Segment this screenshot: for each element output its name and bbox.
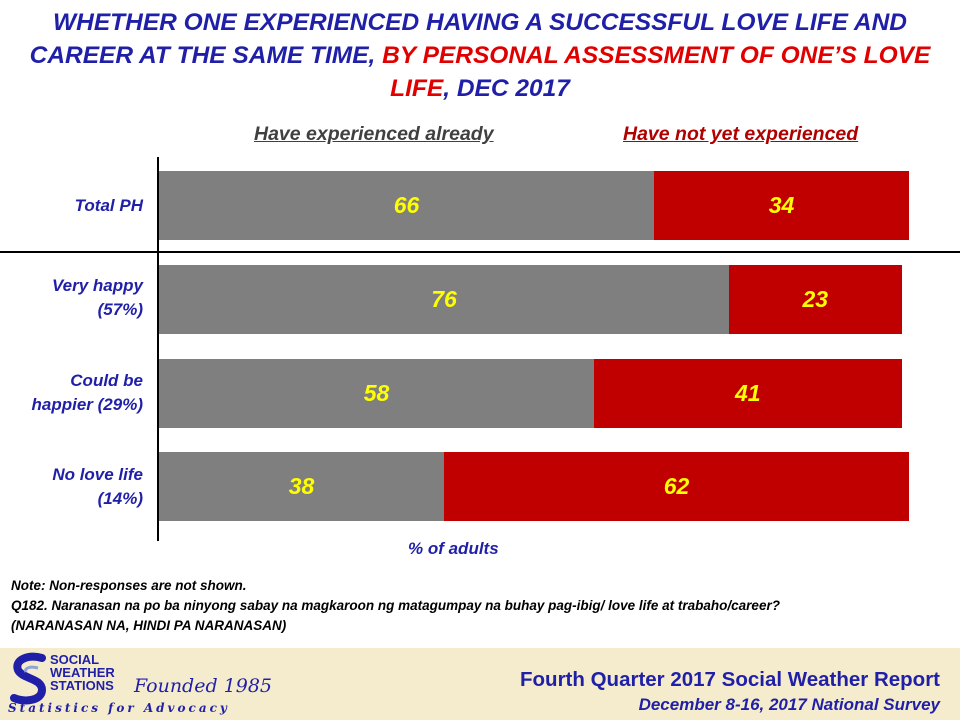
survey-date: December 8-16, 2017 National Survey <box>638 695 940 714</box>
data-label: 41 <box>734 380 761 406</box>
data-label: 23 <box>802 286 829 312</box>
bar-could-be-happier-not-experienced: 41 <box>594 359 902 428</box>
bar-very-happy-experienced: 76 <box>159 265 729 334</box>
tagline-text: Statistics for Advocacy <box>8 701 230 715</box>
bar-no-love-life-experienced: 38 <box>159 452 444 521</box>
x-axis-label: % of adults <box>408 539 499 558</box>
data-label: 62 <box>663 473 690 499</box>
legend-not-experienced: Have not yet experienced <box>623 123 859 145</box>
legend-experienced: Have experienced already <box>254 123 494 145</box>
bar-total-experienced: 66 <box>159 171 654 240</box>
chart-title: WHETHER ONE EXPERIENCED HAVING A SUCCESS… <box>0 6 960 105</box>
title-part-1: WHETHER ONE EXPERIENCED HAVING A SUCCESS… <box>29 9 907 69</box>
logo-line-3: STATIONS <box>50 678 114 693</box>
category-label-line1: Could be <box>70 371 143 390</box>
category-label-line1: Very happy <box>51 276 143 295</box>
bar-total-not-experienced: 34 <box>654 171 909 240</box>
category-label-very-happy: Very happy (57%) <box>0 274 143 322</box>
logo-line-1: SOCIAL <box>50 652 100 667</box>
category-label-could-be-happier: Could be happier (29%) <box>0 369 143 417</box>
logo-line-2: WEATHER <box>50 665 115 680</box>
footer-banner: SOCIAL WEATHER STATIONS Founded 1985 Sta… <box>0 648 960 720</box>
data-label: 34 <box>768 192 795 218</box>
title-part-3: , DEC 2017 <box>443 75 570 102</box>
sws-logo-icon <box>10 652 47 705</box>
category-label-line2: happier (29%) <box>31 395 143 414</box>
founded-text: Founded 1985 <box>134 675 273 697</box>
bar-could-be-happier-experienced: 58 <box>159 359 594 428</box>
category-label-line2: (14%) <box>97 489 143 508</box>
y-axis-line <box>157 157 159 541</box>
question-text: Q182. Naranasan na po ba ninyong sabay n… <box>11 598 780 613</box>
category-label-line2: (57%) <box>97 300 143 319</box>
bar-no-love-life-not-experienced: 62 <box>444 452 909 521</box>
note-text: Note: Non-responses are not shown. <box>11 578 247 593</box>
data-label: 58 <box>363 380 390 406</box>
title-part-2: BY PERSONAL ASSESSMENT OF ONE’S LOVE LIF… <box>382 42 931 102</box>
question-options: (NARANASAN NA, HINDI PA NARANASAN) <box>11 618 287 633</box>
category-label-no-love-life: No love life (14%) <box>0 463 143 511</box>
report-title: Fourth Quarter 2017 Social Weather Repor… <box>520 668 940 691</box>
separator-line <box>0 251 960 253</box>
bar-very-happy-not-experienced: 23 <box>729 265 902 334</box>
category-label-line1: No love life <box>52 465 143 484</box>
data-label: 76 <box>431 286 457 312</box>
data-label: 66 <box>393 192 420 218</box>
category-label-total: Total PH <box>0 194 143 218</box>
logo-text: SOCIAL WEATHER STATIONS <box>50 653 115 692</box>
category-label-line1: Total PH <box>74 196 143 215</box>
data-label: 38 <box>288 473 315 499</box>
